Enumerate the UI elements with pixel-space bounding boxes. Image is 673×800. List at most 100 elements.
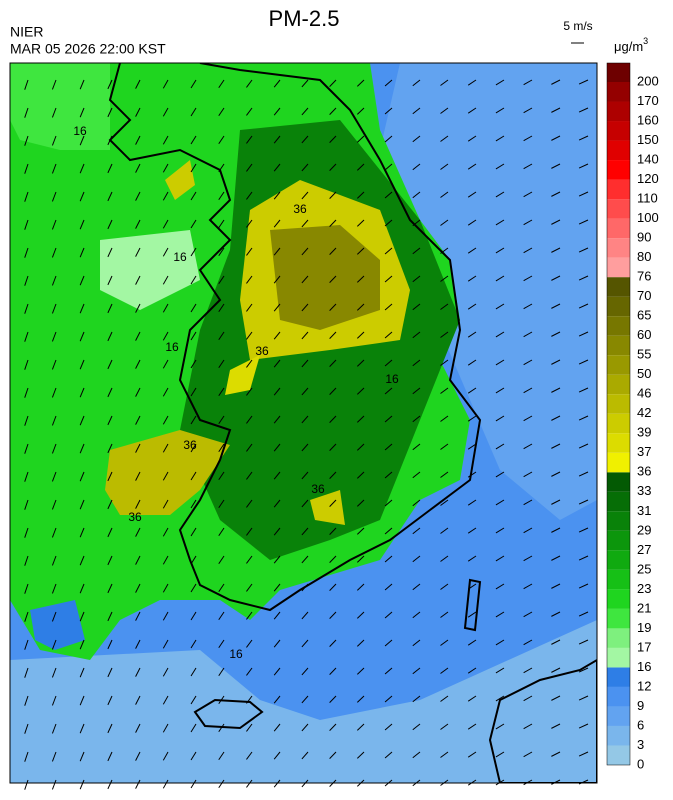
colorbar-band [607,725,630,746]
wind-arrow [467,415,477,422]
wind-arrow [551,639,561,645]
wind-arrow [523,583,533,590]
wind-arrow [218,443,225,453]
wind-arrow [218,107,225,117]
wind-arrow [356,611,365,619]
wind-arrow [190,555,197,565]
wind-arrow [301,331,309,340]
wind-arrow [329,191,337,199]
wind-arrow [246,667,253,676]
wind-arrow [162,331,169,341]
wind-arrow [190,331,197,341]
wind-arrow [495,135,505,142]
wind-arrow [162,135,169,145]
wind-arrow [273,555,281,564]
wind-arrow [384,583,393,591]
wind-arrow [440,275,449,282]
wind-arrow [51,359,57,370]
wind-arrow [356,79,365,87]
wind-arrow [107,331,113,342]
wind-arrow [329,275,337,283]
wind-arrow [301,555,309,564]
wind-arrow [190,79,197,89]
contour-labels: 16 16 16 16 36 36 36 16 36 36 [73,124,399,661]
wind-arrow [551,163,561,169]
colorbar-band [607,706,630,726]
wind-arrow [495,359,505,366]
wind-arrow [384,247,393,255]
map: 16 16 16 16 36 36 36 16 36 36 [9,62,598,790]
wind-arrow [162,247,169,257]
wind-arrow [467,191,477,198]
wind-arrow [495,499,505,506]
wind-arrow [79,79,85,90]
wind-arrow [135,667,141,677]
wind-arrow [107,79,113,90]
wind-arrow [218,583,225,593]
wind-arrow [329,135,337,143]
contour-label: 36 [183,438,197,452]
wind-arrow [384,163,393,171]
wind-arrow [190,303,197,313]
wind-reference: 5 m/s [563,19,592,33]
wind-arrow [51,387,57,398]
wind-arrow [523,219,533,226]
colorbar-label: 80 [637,249,651,264]
wind-arrow [246,499,253,508]
wind-arrow [135,303,141,313]
wind-arrow [440,555,449,562]
wind-arrow [440,303,449,310]
wind-arrow [218,527,225,537]
colorbar-band [607,374,630,395]
field-39b [165,160,195,200]
wind-arrow [551,723,561,729]
wind-arrow [495,247,505,254]
wind-arrow [162,471,169,481]
field-12 [30,600,85,650]
wind-arrow [135,695,141,705]
wind-arrow [51,219,57,230]
wind-arrow [246,275,253,284]
colorbar-band [607,413,630,434]
colorbar-band [607,257,630,278]
wind-arrow [246,107,253,116]
wind-arrow [135,275,141,285]
wind-arrow [412,247,421,255]
wind-arrow [356,107,365,115]
wind-arrow [551,79,561,85]
wind-arrow [356,639,365,647]
colorbar-band [607,745,630,765]
wind-arrow [135,107,141,117]
colorbar-band [607,335,630,356]
wind-arrow [190,247,197,257]
wind-arrow [412,359,421,367]
wind-arrow [495,387,505,394]
wind-arrow [24,555,29,566]
wind-arrow [135,723,141,733]
wind-arrow [578,135,589,141]
wind-arrow [135,527,141,537]
wind-arrow [79,583,85,594]
wind-arrow [440,219,449,226]
wind-arrow [190,583,197,593]
wind-arrow [79,107,85,118]
wind-arrow [495,695,505,702]
wind-arrow [440,191,449,198]
wind-arrow [551,275,561,281]
wind-arrow [578,247,589,253]
wind-arrow [135,359,141,369]
wind-arrow [190,611,197,621]
wind-arrow [135,79,141,89]
field-3 [10,620,597,783]
wind-arrow [495,471,505,478]
wind-arrow [356,275,365,283]
wind-arrow [79,331,85,342]
wind-arrow [356,751,365,759]
wind-arrow [578,667,589,673]
wind-arrow [218,415,225,425]
wind-arrow [79,639,85,650]
wind-arrow [246,331,253,340]
wind-arrow [578,443,589,449]
wind-arrow [24,583,29,594]
contour-label: 16 [165,340,179,354]
